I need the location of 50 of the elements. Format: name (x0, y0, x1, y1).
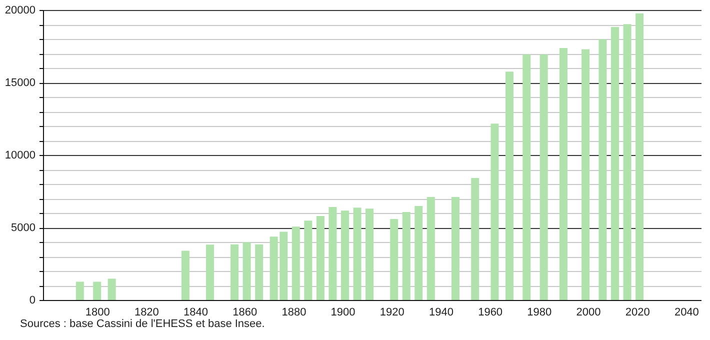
bar (353, 208, 362, 300)
x-tick-label: 2020 (625, 306, 650, 318)
bar (390, 218, 398, 300)
bar (242, 242, 251, 300)
bar (490, 124, 499, 300)
bar (559, 48, 568, 300)
bar (328, 207, 337, 300)
bar (76, 282, 84, 300)
bar (93, 282, 102, 300)
x-tick-label: 1900 (330, 306, 356, 318)
x-tick-label: 1840 (184, 306, 208, 318)
bar (598, 39, 607, 300)
bar (292, 226, 300, 300)
y-tick-label: 20000 (4, 4, 36, 16)
bar (611, 26, 619, 300)
bar (582, 49, 590, 300)
x-tick-label: 2000 (576, 306, 601, 318)
bar (366, 208, 374, 300)
bar (255, 244, 264, 300)
y-tick-label: 5000 (11, 222, 36, 234)
x-tick-label: 1800 (85, 306, 110, 318)
bar (230, 244, 239, 300)
bar (471, 178, 480, 300)
y-tick-label: 10000 (4, 150, 36, 162)
x-tick-label: 1940 (428, 306, 454, 318)
bar (304, 220, 312, 300)
bar (341, 210, 349, 300)
x-tick-label: 2040 (674, 306, 699, 318)
x-tick-label: 1980 (527, 306, 552, 318)
bar (540, 54, 548, 300)
y-tick-label: 0 (29, 294, 36, 306)
bar (426, 197, 435, 300)
bar (623, 24, 632, 300)
bar (206, 244, 214, 300)
x-tick-label: 1820 (134, 306, 159, 318)
x-tick-label: 1860 (232, 306, 258, 318)
bar (522, 54, 531, 300)
x-tick-label: 1880 (282, 306, 306, 318)
bar (636, 13, 644, 300)
y-tick-label: 15000 (4, 77, 36, 89)
source-note: Sources : base Cassini de l'EHESS et base Insee. (20, 318, 265, 330)
bar (108, 278, 116, 300)
bar (505, 72, 514, 300)
bar (181, 250, 190, 300)
bar (316, 216, 324, 300)
x-tick-label: 1920 (380, 306, 404, 318)
bar (414, 206, 423, 300)
x-tick-label: 1960 (478, 306, 503, 318)
bar (402, 212, 410, 300)
bar (451, 197, 460, 300)
